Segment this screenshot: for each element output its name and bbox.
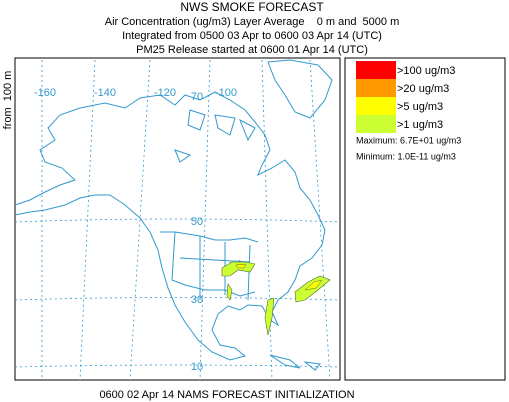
legend: Maximum: 6.7E+01 ug/m3 Minimum: 1.0E-11 … [344, 57, 506, 381]
meridians [41, 59, 331, 381]
lon-label: -140 [94, 87, 116, 99]
north-america-coast [14, 91, 326, 361]
legend-swatch [356, 115, 396, 133]
legend-swatch [356, 61, 396, 79]
legend-swatch [356, 79, 396, 97]
legend-label: >5 ug/m3 [397, 101, 443, 113]
map-labels: -160 -140 -120 -100 70 50 30 10 [34, 87, 237, 373]
greenland [267, 59, 333, 119]
footer: 0600 02 Apr 14 NAMS FORECAST INITIALIZAT… [99, 389, 354, 401]
lon-label: -100 [215, 87, 237, 99]
legend-label: >20 ug/m3 [397, 83, 449, 95]
lat-label: 50 [191, 216, 203, 228]
legend-label: >100 ug/m3 [397, 65, 455, 77]
map: -160 -140 -120 -100 70 50 30 10 [14, 57, 341, 381]
smoke-plume [221, 261, 256, 277]
smoke-plume [235, 263, 247, 269]
legend-maximum: Maximum: 6.7E+01 ug/m3 [356, 135, 461, 145]
arctic-islands [174, 109, 256, 163]
lat-label: 10 [191, 361, 203, 373]
graticule [14, 59, 341, 381]
side-label: from 100 m [2, 71, 14, 130]
lat-label: 30 [191, 294, 203, 306]
subtitle: Integrated from 0500 03 Apr to 0600 03 A… [122, 30, 382, 42]
caribbean [269, 354, 321, 371]
legend-swatch [356, 97, 396, 115]
subtitle: PM25 Release started at 0600 01 Apr 14 (… [136, 44, 368, 56]
smoke-plume [226, 283, 233, 301]
smoke-plume [264, 297, 275, 336]
subtitle: Air Concentration (ug/m3) Layer Average … [105, 16, 400, 28]
title: NWS SMOKE FORECAST [180, 0, 324, 14]
lon-label: -120 [154, 87, 176, 99]
lon-label: -160 [34, 87, 56, 99]
legend-minimum: Minimum: 1.0E-11 ug/m3 [356, 151, 456, 161]
lat-label: 70 [191, 91, 203, 103]
smoke [221, 261, 331, 336]
legend-label: >1 ug/m3 [397, 119, 443, 131]
smoke-plume [304, 279, 323, 291]
smoke-plume [294, 275, 331, 303]
